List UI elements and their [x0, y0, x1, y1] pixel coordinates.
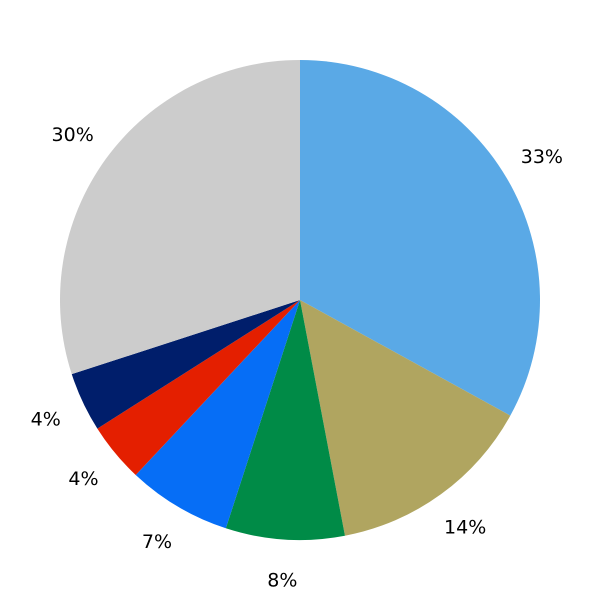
slice-label: 33%	[521, 146, 563, 168]
pie-slice	[225, 300, 345, 540]
slice-label: 8%	[267, 569, 297, 591]
slice-label: 7%	[142, 531, 172, 553]
pie-slice	[97, 300, 300, 475]
slice-label: 4%	[68, 468, 98, 490]
pie-slice	[59, 60, 300, 375]
slice-label: 14%	[444, 516, 486, 538]
pie-slice	[300, 300, 511, 536]
pie-slice	[71, 300, 301, 429]
slice-label: 4%	[31, 409, 61, 431]
slice-label: 30%	[52, 124, 94, 146]
pie-slices	[59, 60, 541, 540]
pie-labels: 33% 14% 8% 7% 4% 4% 30%	[31, 124, 563, 592]
pie-slice	[135, 300, 300, 529]
pie-slice	[300, 60, 541, 416]
